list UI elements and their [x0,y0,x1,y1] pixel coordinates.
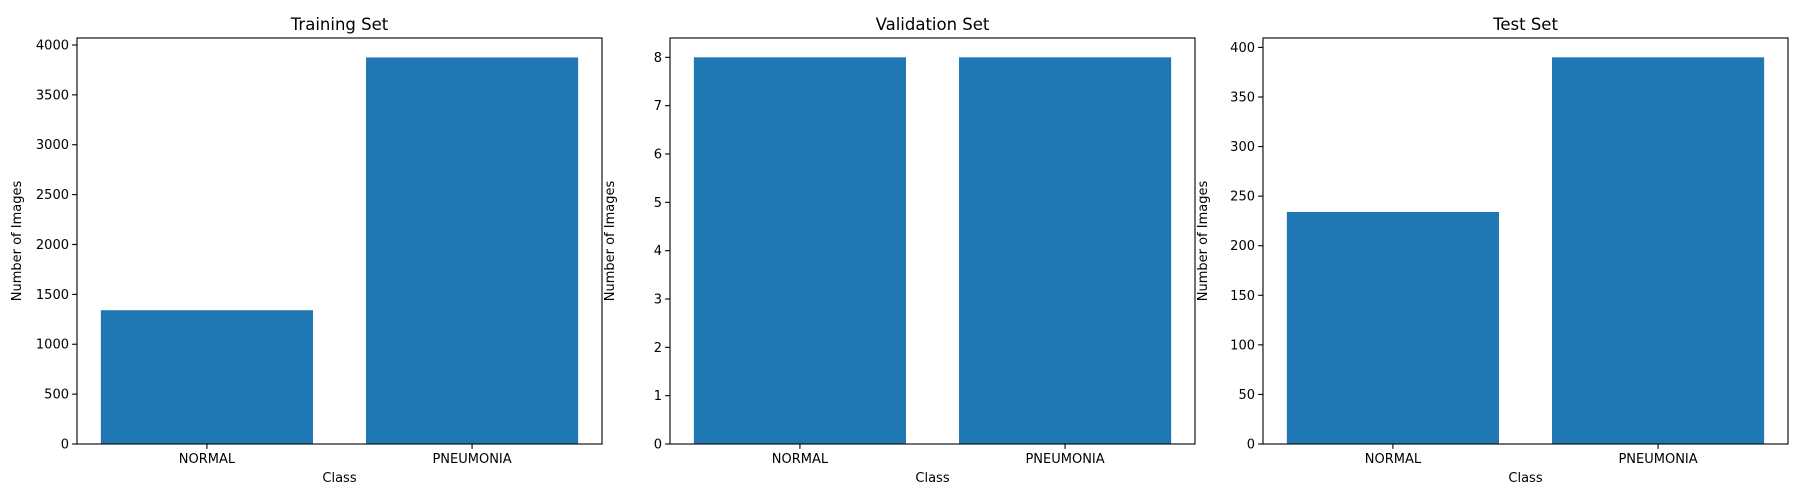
y-tick-label: 500 [44,388,69,403]
plot-frame [669,37,1196,445]
x-tick-label: PNEUMONIA [432,452,511,467]
plot-frame [76,37,603,445]
x-tick-label: NORMAL [772,452,829,467]
y-tick-label: 8 [654,51,662,66]
x-axis-label: Class [1508,471,1542,486]
x-tick-label: PNEUMONIA [1025,452,1104,467]
bar-normal [1286,212,1499,444]
y-tick-label: 150 [1230,289,1255,304]
y-tick-label: 5 [654,196,662,211]
y-tick-label: 3 [654,293,662,308]
y-tick-label: 2500 [36,188,69,203]
y-tick-label: 2 [654,341,662,356]
y-tick-label: 4000 [36,38,69,53]
y-tick-label: 400 [1230,41,1255,56]
y-tick-label: 7 [654,99,662,114]
y-tick-label: 350 [1230,90,1255,105]
x-tick-label: NORMAL [1365,452,1422,467]
chart-validation: Validation Set Class Number of Images 0 1… [603,15,1196,486]
y-tick-label: 4 [654,244,662,259]
y-tick-label: 100 [1230,338,1255,353]
y-axis-label: Number of Images [603,181,618,302]
x-tick-label: PNEUMONIA [1618,452,1697,467]
y-tick-label: 200 [1230,239,1255,254]
y-tick-label: 0 [61,438,69,453]
y-tick-label: 3500 [36,88,69,103]
y-tick-label: 3000 [36,138,69,153]
y-tick-label: 250 [1230,190,1255,205]
y-tick-label: 1500 [36,288,69,303]
y-tick-label: 50 [1238,388,1255,403]
bar-pneumonia [1552,57,1765,444]
chart-title: Validation Set [876,15,990,34]
x-axis-label: Class [322,471,356,486]
chart-test: Test Set Class Number of Images 0 50 100 15… [1196,15,1789,486]
y-tick-label: 1 [654,389,662,404]
x-axis-label: Class [915,471,949,486]
y-axis-label: Number of Images [10,181,25,302]
bar-normal [693,57,906,444]
y-axis-label: Number of Images [1196,181,1211,302]
bar-normal [100,310,313,444]
y-tick-label: 0 [1247,438,1255,453]
bar-pneumonia [959,57,1172,444]
chart-title: Training Set [290,15,389,34]
y-tick-label: 2000 [36,238,69,253]
y-tick-label: 1000 [36,338,69,353]
y-tick-label: 0 [654,438,662,453]
y-tick-label: 300 [1230,140,1255,155]
chart-training: Training Set Class Number of Images 0 500… [10,15,603,486]
plot-frame [1262,37,1789,445]
chart-title: Test Set [1492,15,1558,34]
x-tick-label: NORMAL [179,452,236,467]
y-tick-label: 6 [654,148,662,163]
bar-pneumonia [366,57,579,444]
